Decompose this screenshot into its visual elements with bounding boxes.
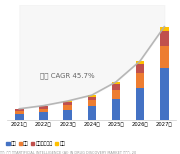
Bar (136, 64, 144, 73)
Bar (87, 95, 96, 97)
Bar (160, 27, 168, 31)
Bar (63, 101, 72, 102)
Text: 평균 CAGR 45.7%: 평균 CAGR 45.7% (40, 72, 94, 79)
Bar (87, 97, 96, 100)
Bar (15, 114, 24, 120)
Bar (15, 111, 24, 114)
Bar (87, 100, 96, 106)
Bar (87, 106, 96, 120)
Bar (112, 82, 120, 84)
Bar (112, 99, 120, 120)
Bar (39, 112, 48, 120)
Bar (136, 88, 144, 120)
Text: 자료: 시장 규모ARTIFICIAL INTELLIGENCE (AI) IN DRUG DISCOVERY MARKET 테넌트, 20: 자료: 시장 규모ARTIFICIAL INTELLIGENCE (AI) IN… (0, 150, 136, 154)
Bar (63, 110, 72, 120)
Bar (39, 109, 48, 112)
Bar (112, 84, 120, 90)
Bar (15, 109, 24, 111)
Bar (39, 106, 48, 109)
Bar (63, 105, 72, 110)
Bar (160, 68, 168, 120)
Bar (136, 73, 144, 88)
Bar (136, 61, 144, 64)
Bar (63, 102, 72, 105)
Bar (112, 90, 120, 99)
Bar (160, 46, 168, 68)
Legend: 북미, 유럽, 아시아태평양, 기타: 북미, 유럽, 아시아태평양, 기타 (6, 141, 65, 146)
Bar (160, 31, 168, 46)
